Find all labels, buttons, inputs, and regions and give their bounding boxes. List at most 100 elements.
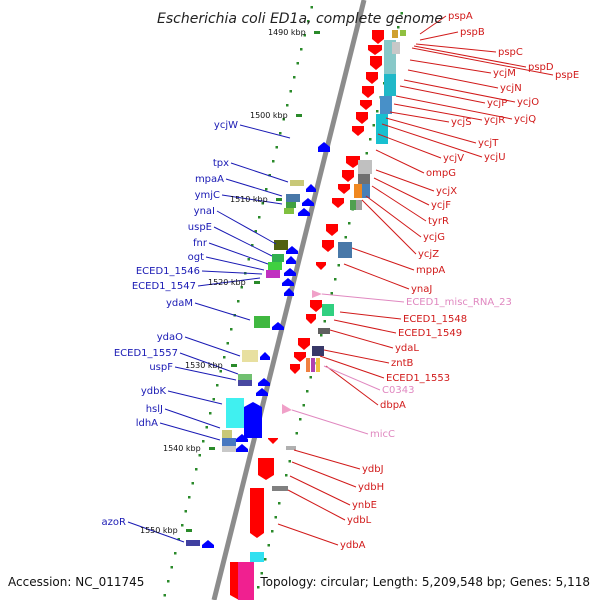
gene-label-left: ECED1_1547 <box>132 281 196 292</box>
gene-label-left: azoR <box>102 517 126 528</box>
gene-label-right: ycjQ <box>514 114 536 125</box>
gene-block <box>350 200 356 210</box>
leader-line <box>323 349 390 364</box>
forward-gene-arrow <box>290 364 300 374</box>
tick-dot <box>320 334 323 337</box>
gene-block <box>222 430 232 438</box>
gene-block <box>338 242 352 258</box>
forward-gene-arrow <box>342 170 354 182</box>
gene-label-left: ydaO <box>157 332 183 343</box>
gene-label-right: ycjX <box>436 186 457 197</box>
tick-dot <box>219 370 222 373</box>
forward-gene-arrow <box>368 45 382 55</box>
gene-block <box>274 240 288 250</box>
tick-dot <box>309 376 312 379</box>
tick-dot <box>296 62 299 65</box>
tick-dot <box>282 118 285 121</box>
leader-line <box>361 199 417 255</box>
forward-gene-arrow <box>322 240 334 252</box>
leader-line <box>375 169 435 192</box>
leader-line <box>213 226 273 257</box>
forward-gene-arrow <box>310 300 322 312</box>
map-title: Escherichia coli ED1a, complete genome <box>157 11 443 27</box>
gene-block <box>358 160 372 174</box>
reverse-gene-arrow <box>318 142 330 152</box>
tick-dot <box>306 390 309 393</box>
gene-block <box>286 194 300 202</box>
gene-block <box>322 304 334 316</box>
gene-label-right: dbpA <box>380 400 406 411</box>
forward-gene-arrow <box>366 72 378 84</box>
gene-label-right: ycjU <box>484 152 506 163</box>
leader-line <box>351 247 415 271</box>
gene-block <box>392 30 398 38</box>
reverse-gene-arrow <box>306 184 316 192</box>
kbp-label: 1510 kbp <box>230 195 268 204</box>
tick-dot <box>209 412 212 415</box>
reverse-gene-arrow <box>282 278 294 286</box>
leader-line <box>208 242 269 265</box>
tick-dot <box>226 342 229 345</box>
tick-dot <box>274 516 277 519</box>
tick-dot <box>170 566 173 569</box>
tick-dot <box>289 90 292 93</box>
gene-label-right: pspD <box>528 62 554 73</box>
gene-label-right: ycjS <box>451 117 472 128</box>
gene-label-left: ECED1_1557 <box>114 348 178 359</box>
leader-line <box>221 194 283 205</box>
tick-dot <box>261 202 264 205</box>
leader-line <box>385 117 477 144</box>
tick-dot <box>272 160 275 163</box>
gene-block <box>318 328 330 334</box>
gene-label-left: uspF <box>149 362 173 373</box>
gene-labels: ycjW tpx mpaA ymjC ynaI uspE fnr ogt ECED1_1546 E… <box>102 11 580 551</box>
leader-line <box>399 85 486 104</box>
gene-label-right: ompG <box>426 168 456 179</box>
gene-block <box>380 96 392 114</box>
gene-block <box>286 446 296 450</box>
gene-block <box>268 262 282 270</box>
tick-dot <box>288 460 291 463</box>
gene-label-left: ynaI <box>194 206 215 217</box>
forward-gene-arrow <box>306 314 316 324</box>
forward-gene-arrow <box>316 262 326 270</box>
forward-gene-arrow <box>258 458 274 480</box>
leader-line <box>194 302 251 321</box>
reverse-gene-arrow <box>260 352 270 360</box>
gene-label-right: ycjO <box>517 97 539 108</box>
forward-gene-arrow <box>338 184 350 194</box>
gene-block <box>286 202 296 208</box>
tick-marks <box>163 6 403 597</box>
kbp-label: 1540 kbp <box>163 444 201 453</box>
kbp-tick-mark <box>314 31 320 34</box>
gene-block <box>311 358 315 372</box>
gene-label-left: uspE <box>188 222 212 233</box>
leader-line <box>377 133 442 159</box>
reverse-gene-arrow <box>284 288 294 296</box>
tick-dot <box>198 454 201 457</box>
tick-dot <box>285 474 288 477</box>
leader-line <box>164 408 221 429</box>
reverse-gene-arrow <box>202 540 214 548</box>
leader-line <box>333 319 397 334</box>
gene-label-right: zntB <box>391 358 414 369</box>
tick-dot <box>307 20 310 23</box>
tick-dot <box>167 580 170 583</box>
tick-dot <box>268 174 271 177</box>
gene-label-left: ogt <box>188 252 204 263</box>
forward-gene-arrow <box>332 198 344 208</box>
forward-gene-arrow <box>268 438 278 444</box>
gene-label-left: ECED1_1546 <box>136 266 200 277</box>
leader-line <box>216 210 277 245</box>
forward-gene-arrow <box>294 352 306 362</box>
tick-dot <box>300 48 303 51</box>
leader-line <box>291 409 369 435</box>
tick-dot <box>323 320 326 323</box>
gene-label-right: ydbJ <box>362 464 384 475</box>
reverse-gene-arrow <box>286 246 298 254</box>
leader-line <box>179 352 239 375</box>
gene-label-right: ycjV <box>443 153 464 164</box>
gene-block <box>290 180 304 186</box>
kbp-label: 1530 kbp <box>185 361 223 370</box>
gene-label-right: ydbA <box>340 540 366 551</box>
